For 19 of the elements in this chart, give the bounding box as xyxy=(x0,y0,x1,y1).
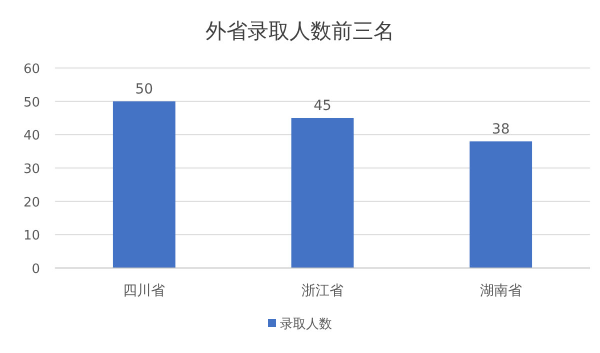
y-tick-label: 10 xyxy=(23,228,40,244)
y-tick-label: 60 xyxy=(23,62,40,77)
y-tick-label: 0 xyxy=(32,262,40,277)
y-tick-label: 30 xyxy=(23,162,40,177)
x-tick-label: 四川省 xyxy=(123,283,166,299)
legend: 录取人数 xyxy=(268,317,332,332)
x-tick-label: 湖南省 xyxy=(480,283,522,299)
data-label: 45 xyxy=(314,98,332,114)
chart-title: 外省录取人数前三名 xyxy=(206,19,394,43)
data-label: 38 xyxy=(492,121,510,138)
legend-label: 录取人数 xyxy=(280,317,332,332)
bar xyxy=(291,118,354,268)
bar xyxy=(470,141,532,268)
y-tick-label: 40 xyxy=(23,128,40,144)
y-tick-label: 20 xyxy=(23,195,40,210)
y-tick-label: 50 xyxy=(23,95,40,110)
bar xyxy=(112,101,176,268)
data-label: 50 xyxy=(135,81,154,98)
x-tick-label: 浙江省 xyxy=(302,283,344,299)
